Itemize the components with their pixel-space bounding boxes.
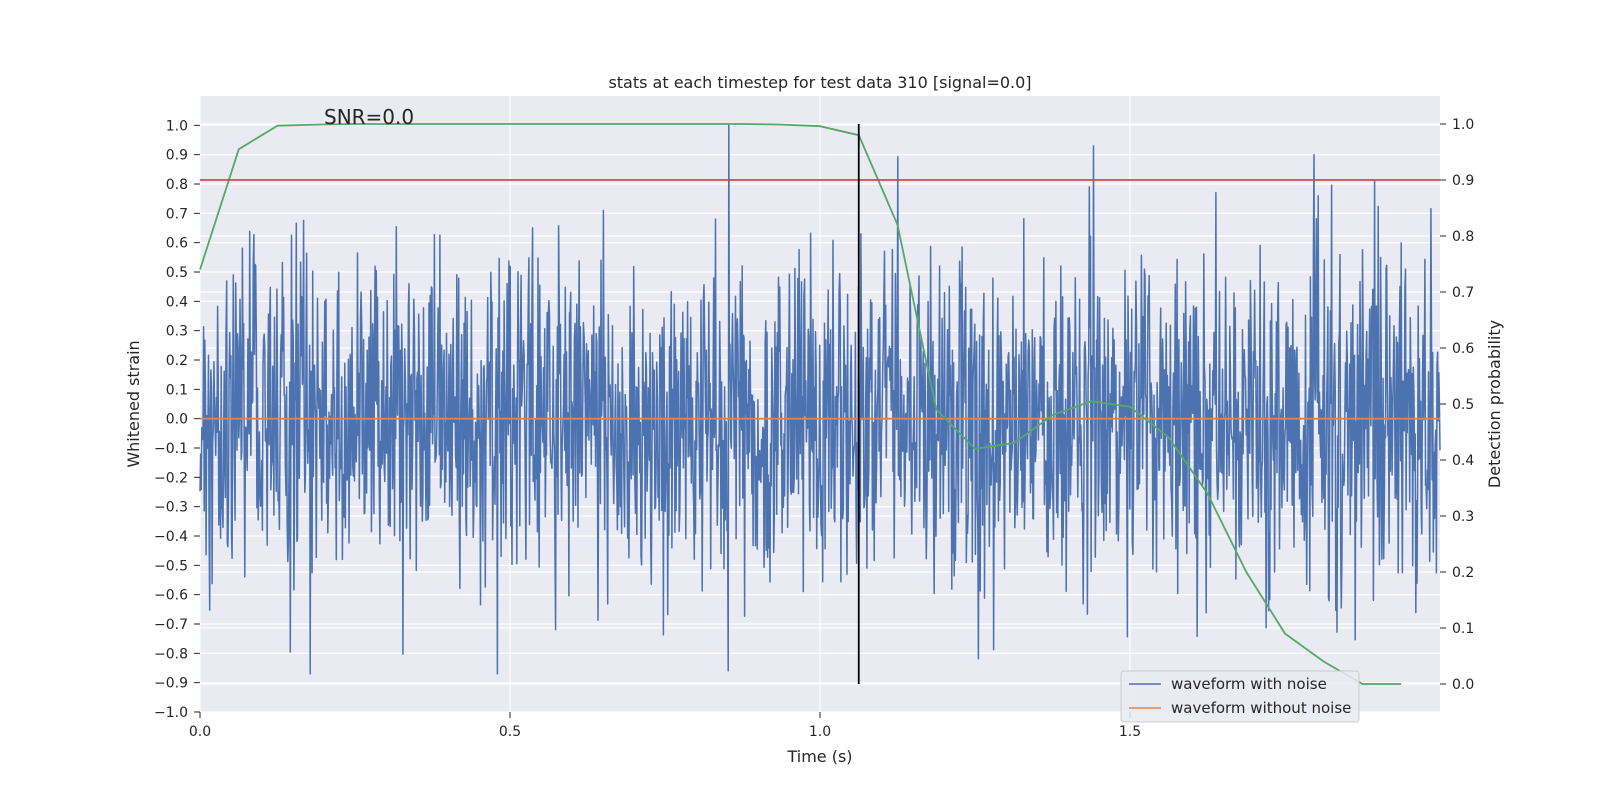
- legend: waveform with noise waveform without noi…: [1120, 670, 1360, 723]
- y2-tick-label: 0.2: [1452, 565, 1474, 581]
- y-tick-label: 0.0: [166, 412, 188, 428]
- y-tick-label: 1.0: [166, 118, 188, 134]
- x-tick-label: 1.5: [1119, 724, 1141, 740]
- x-tick-label: 1.0: [809, 724, 831, 740]
- y-tick-label: −0.4: [154, 529, 188, 545]
- y-tick-label: 0.4: [166, 294, 188, 310]
- y2-tick-label: 0.8: [1452, 229, 1474, 245]
- data-layer: [199, 123, 1441, 685]
- chart-title: stats at each timestep for test data 310…: [608, 73, 1031, 92]
- y-tick-label: 0.5: [166, 265, 188, 281]
- snr-annotation: SNR=0.0: [324, 105, 414, 129]
- y2-tick-label: 0.7: [1452, 285, 1474, 301]
- y-tick-label: 0.2: [166, 353, 188, 369]
- y2-tick-label: 0.3: [1452, 509, 1474, 525]
- y-tick-label: 0.6: [166, 236, 188, 252]
- y-tick-label: −0.9: [154, 676, 188, 692]
- detection-probability-line: [199, 123, 1402, 685]
- y2-tick-label: 0.0: [1452, 677, 1474, 693]
- y-tick-label: 0.8: [166, 177, 188, 193]
- y-tick-label: 0.1: [166, 382, 188, 398]
- legend-box: [1120, 670, 1360, 723]
- y2-tick-label: 0.6: [1452, 341, 1474, 357]
- y-tick-label: 0.9: [166, 148, 188, 164]
- y-tick-label: −0.2: [154, 470, 188, 486]
- y-tick-label: −0.1: [154, 441, 188, 457]
- legend-label-without-noise: waveform without noise: [1171, 699, 1351, 717]
- series-line-with-noise: [199, 124, 1441, 675]
- y-tick-label: −0.6: [154, 588, 188, 604]
- y-tick-label: −1.0: [154, 705, 188, 721]
- y2-tick-label: 0.1: [1452, 621, 1474, 637]
- x-tick-label: 0.0: [189, 724, 211, 740]
- y-tick-label: 0.3: [166, 324, 188, 340]
- x-tick-label: 0.5: [499, 724, 521, 740]
- y2-tick-label: 0.9: [1452, 173, 1474, 189]
- y-tick-label: −0.7: [154, 617, 188, 633]
- axes: 0.0 0.5 1.0 1.5 −1.0 −0.9 −0.8 −0.7 −0.6 −0.5 −0.4…: [154, 117, 1474, 740]
- y2-axis-label: Detection probability: [1485, 320, 1504, 488]
- y-tick-label: 0.7: [166, 206, 188, 222]
- y-tick-label: −0.5: [154, 558, 188, 574]
- y-axis-label: Whitened strain: [124, 340, 143, 467]
- y-tick-label: −0.3: [154, 500, 188, 516]
- y-tick-label: −0.8: [154, 646, 188, 662]
- y2-tick-label: 0.4: [1452, 453, 1474, 469]
- legend-label-with-noise: waveform with noise: [1171, 675, 1327, 693]
- x-axis-label: Time (s): [786, 747, 852, 766]
- y2-tick-label: 0.5: [1452, 397, 1474, 413]
- y2-tick-label: 1.0: [1452, 117, 1474, 133]
